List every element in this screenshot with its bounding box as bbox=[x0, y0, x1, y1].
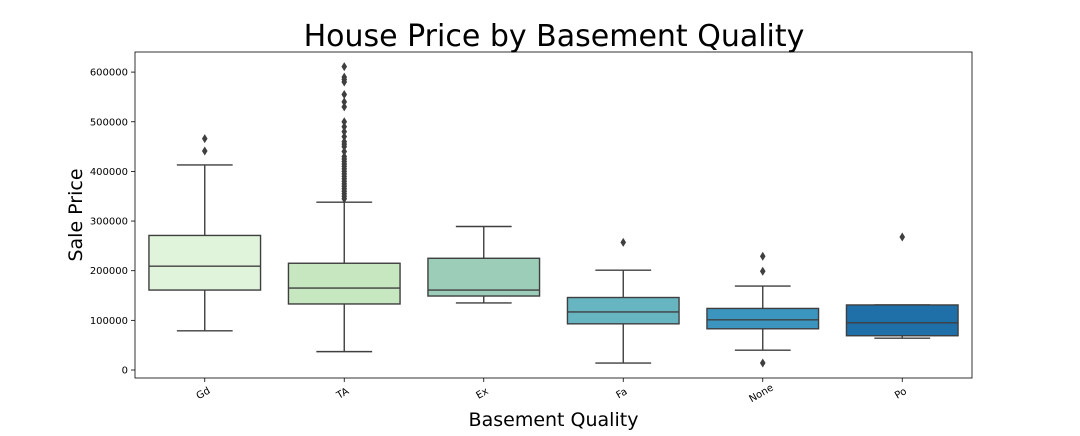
box-po bbox=[845, 232, 959, 339]
box-ex bbox=[427, 225, 541, 304]
outlier-point bbox=[341, 147, 348, 157]
boxes-layer bbox=[148, 62, 959, 368]
outlier-point bbox=[341, 152, 348, 162]
iqr-box bbox=[566, 296, 680, 325]
x-tick-label: Po bbox=[893, 386, 909, 401]
y-tick-label: 600000 bbox=[90, 68, 128, 79]
iqr-box bbox=[287, 262, 401, 305]
outlier-point bbox=[201, 146, 208, 156]
iqr-box bbox=[706, 307, 820, 330]
outlier-point bbox=[341, 117, 348, 127]
x-tick-label: Gd bbox=[195, 386, 213, 403]
box-none bbox=[706, 251, 820, 368]
outlier-point bbox=[201, 134, 208, 144]
y-tick-label: 200000 bbox=[90, 266, 128, 277]
x-tick-label: Fa bbox=[615, 386, 630, 401]
outlier-point bbox=[759, 251, 766, 261]
box-fa bbox=[566, 237, 680, 364]
x-tick-label: TA bbox=[334, 386, 351, 402]
plot-area-frame bbox=[134, 51, 973, 379]
y-tick-label: 100000 bbox=[90, 316, 128, 327]
outlier-point bbox=[899, 232, 906, 242]
outlier-point bbox=[341, 62, 348, 72]
box-gd bbox=[148, 134, 262, 332]
x-axis-label: Basement Quality bbox=[469, 409, 639, 431]
x-tick-label: Ex bbox=[474, 386, 490, 402]
x-tick-label: None bbox=[747, 383, 775, 406]
outlier-point bbox=[341, 102, 348, 112]
iqr-box bbox=[148, 234, 262, 291]
outlier-point bbox=[341, 127, 348, 137]
y-tick-label: 300000 bbox=[90, 217, 128, 228]
y-axis: 0 100000 200000 300000 400000 500000 600000 bbox=[90, 68, 135, 377]
y-tick-label: 400000 bbox=[90, 167, 128, 178]
outlier-point bbox=[341, 132, 348, 142]
outlier-point bbox=[341, 122, 348, 132]
outlier-point bbox=[341, 137, 348, 147]
outlier-point bbox=[341, 89, 348, 99]
outlier-point bbox=[341, 72, 348, 82]
y-tick-label: 0 bbox=[122, 366, 128, 377]
x-axis: Gd TA Ex Fa None Po bbox=[195, 378, 909, 405]
y-axis-label: Sale Price bbox=[65, 168, 87, 261]
chart-title: House Price by Basement Quality bbox=[304, 19, 805, 54]
iqr-box bbox=[845, 304, 959, 337]
y-tick-label: 500000 bbox=[90, 117, 128, 128]
box-ta bbox=[287, 62, 401, 353]
outlier-point bbox=[620, 237, 627, 247]
outlier-point bbox=[759, 358, 766, 368]
outlier-point bbox=[759, 266, 766, 276]
outlier-point bbox=[341, 97, 348, 107]
